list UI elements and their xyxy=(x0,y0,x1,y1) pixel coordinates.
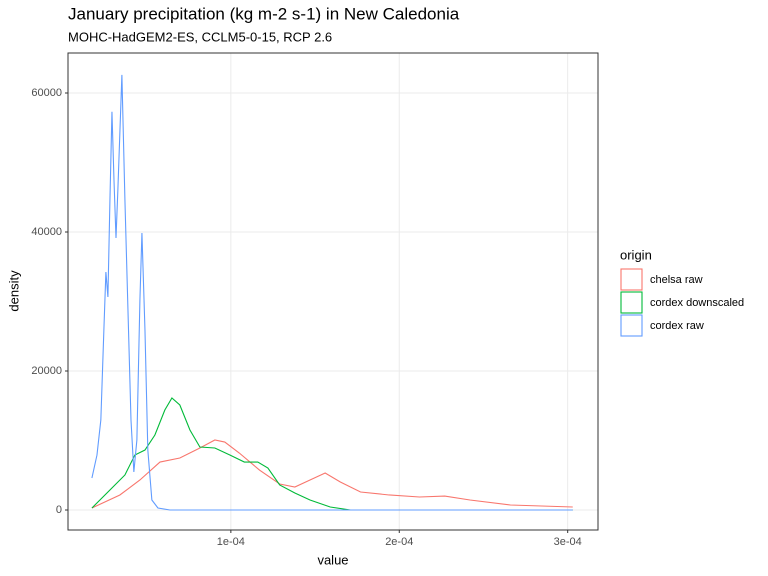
x-tick-label: 3e-04 xyxy=(554,536,582,548)
legend-key xyxy=(620,268,643,291)
y-tick-label: 0 xyxy=(56,504,62,516)
density-line xyxy=(91,439,573,509)
density-line xyxy=(91,74,573,511)
chart-title: January precipitation (kg m-2 s-1) in Ne… xyxy=(68,4,460,23)
chart-subtitle: MOHC-HadGEM2-ES, CCLM5-0-15, RCP 2.6 xyxy=(68,29,332,44)
legend-label: chelsa raw xyxy=(650,274,703,286)
y-tick-label: 60000 xyxy=(31,87,62,99)
density-line xyxy=(91,397,573,511)
x-tick-label: 1e-04 xyxy=(217,536,245,548)
y-tick-label: 40000 xyxy=(31,226,62,238)
plot-border xyxy=(67,52,599,531)
y-axis-label: density xyxy=(6,270,21,312)
x-tick-label: 2e-04 xyxy=(385,536,413,548)
legend-key xyxy=(620,291,643,314)
legend-label: cordex downscaled xyxy=(650,297,744,309)
legend-key xyxy=(620,314,643,337)
legend-title: origin xyxy=(620,247,652,262)
legend-label: cordex raw xyxy=(650,320,704,332)
y-tick-label: 20000 xyxy=(31,365,62,377)
x-axis-label: value xyxy=(317,552,348,567)
